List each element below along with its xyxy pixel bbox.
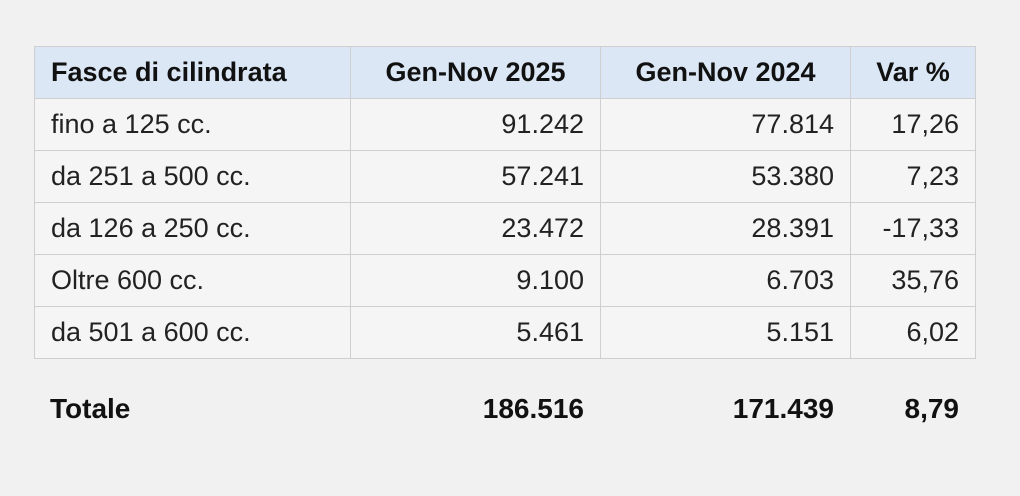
value-cell: 6.703 <box>600 254 851 307</box>
table-row: da 501 a 600 cc. 5.461 5.151 6,02 <box>34 306 976 359</box>
total-value: 186.516 <box>482 393 584 424</box>
total-table: Totale 186.516 171.439 8,79 <box>34 383 975 435</box>
row-label: da 251 a 500 cc. <box>34 150 351 203</box>
table-row: fino a 125 cc. 91.242 77.814 17,26 <box>34 98 976 151</box>
total-row: Totale 186.516 171.439 8,79 <box>34 383 975 435</box>
value-cell: 23.472 <box>350 202 601 255</box>
value-cell: 77.814 <box>600 98 851 151</box>
value-cell: 5.151 <box>600 306 851 359</box>
total-label: Totale <box>50 393 131 424</box>
value-cell: 53.380 <box>600 150 851 203</box>
value-cell: 91.242 <box>350 98 601 151</box>
table-row: Oltre 600 cc. 9.100 6.703 35,76 <box>34 254 976 307</box>
value-cell: 57.241 <box>350 150 601 203</box>
data-table: Fasce di cilindrata Gen-Nov 2025 Gen-Nov 2… <box>34 46 976 359</box>
value-cell: 35,76 <box>850 254 976 307</box>
header-cell: Gen-Nov 2024 <box>600 46 851 99</box>
header-cell: Fasce di cilindrata <box>34 46 351 99</box>
total-value: 171.439 <box>732 393 834 424</box>
table-row: da 251 a 500 cc. 57.241 53.380 7,23 <box>34 150 976 203</box>
value-cell: 5.461 <box>350 306 601 359</box>
row-label: Oltre 600 cc. <box>34 254 351 307</box>
value-cell: 17,26 <box>850 98 976 151</box>
row-label: da 501 a 600 cc. <box>34 306 351 359</box>
row-label: da 126 a 250 cc. <box>34 202 351 255</box>
row-label: fino a 125 cc. <box>34 98 351 151</box>
value-cell: 6,02 <box>850 306 976 359</box>
total-value: 8,79 <box>904 393 960 424</box>
value-cell: 28.391 <box>600 202 851 255</box>
table-row: da 126 a 250 cc. 23.472 28.391 -17,33 <box>34 202 976 255</box>
value-cell: -17,33 <box>850 202 976 255</box>
value-cell: 9.100 <box>350 254 601 307</box>
header-cell: Var % <box>850 46 976 99</box>
value-cell: 7,23 <box>850 150 976 203</box>
header-row: Fasce di cilindrata Gen-Nov 2025 Gen-Nov 2… <box>34 46 976 99</box>
header-cell: Gen-Nov 2025 <box>350 46 601 99</box>
